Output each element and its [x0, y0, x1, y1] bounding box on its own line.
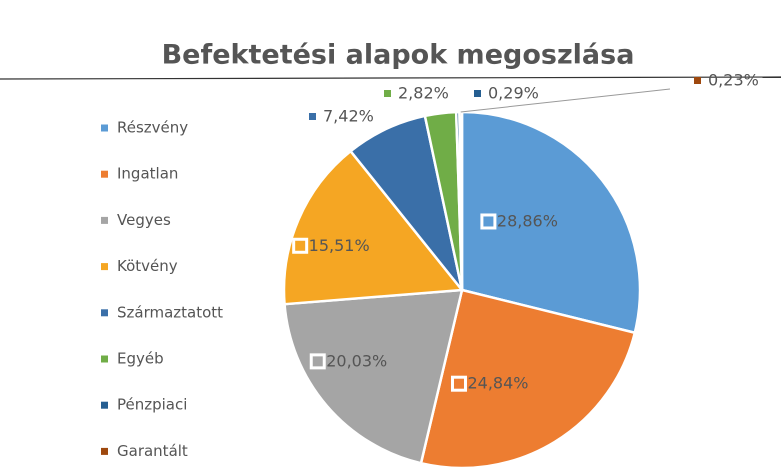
data-label: 28,86%: [497, 211, 558, 230]
data-label: 24,84%: [467, 374, 528, 393]
legend-text: Garantált: [117, 442, 188, 460]
legend-text: Pénzpiaci: [117, 396, 187, 414]
border-line: [0, 76, 781, 80]
legend-swatch: [101, 170, 108, 178]
pie-slice: [419, 288, 637, 469]
label-marker: [384, 90, 391, 97]
legend-swatch: [101, 401, 108, 409]
legend-text: Egyéb: [117, 350, 164, 368]
label-marker: [309, 113, 316, 120]
pie-slice: [282, 149, 465, 306]
legend-text: Kötvény: [117, 257, 178, 275]
chart-title: Befektetési alapok megoszlása: [162, 40, 635, 71]
label-marker: [474, 90, 481, 97]
legend-swatch: [101, 216, 108, 224]
data-label: 0,29%: [488, 84, 539, 103]
label-marker: [480, 213, 497, 230]
label-marker: [450, 375, 467, 392]
data-label: 15,51%: [309, 236, 370, 255]
legend-swatch: [101, 447, 108, 455]
leader-line: [460, 88, 671, 113]
legend-text: Származtatott: [117, 303, 223, 321]
data-label: 0,23%: [708, 71, 759, 90]
legend-swatch: [101, 263, 108, 271]
pie-slice: [283, 288, 464, 465]
legend-swatch: [101, 309, 108, 317]
legend-text: Ingatlan: [117, 165, 178, 183]
label-marker: [694, 77, 701, 84]
label-marker: [309, 353, 326, 370]
pie-slice: [460, 110, 642, 335]
legend-swatch: [101, 355, 108, 363]
data-label: 20,03%: [326, 351, 387, 370]
data-label: 7,42%: [323, 107, 374, 126]
legend-text: Részvény: [117, 119, 188, 137]
legend-swatch: [101, 124, 108, 132]
legend-text: Vegyes: [117, 211, 171, 229]
data-label: 2,82%: [398, 84, 449, 103]
label-marker: [292, 237, 309, 254]
